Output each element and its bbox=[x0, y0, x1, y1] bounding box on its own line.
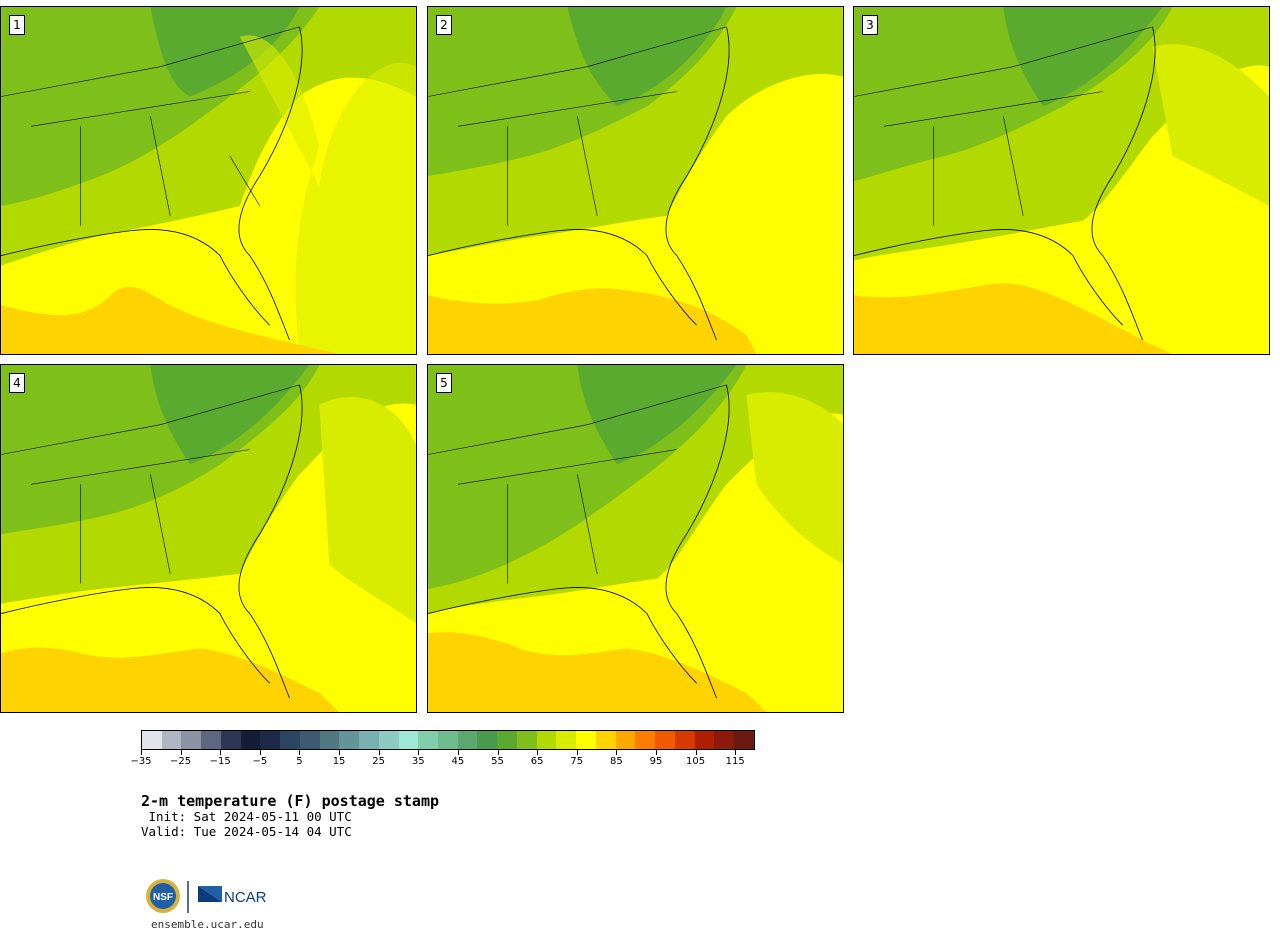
colorbar-swatch bbox=[497, 731, 517, 749]
init-time: Init: Sat 2024-05-11 00 UTC bbox=[141, 809, 352, 824]
nsf-seal-icon: NSF bbox=[146, 879, 180, 913]
colorbar-swatch bbox=[260, 731, 281, 749]
colorbar-tick-label: 45 bbox=[451, 756, 465, 767]
colorbar-tick bbox=[497, 750, 499, 755]
colorbar-tick bbox=[418, 750, 420, 755]
colorbar-swatch bbox=[536, 731, 557, 749]
colorbar-swatch bbox=[319, 731, 340, 749]
colorbar-tick-label: 15 bbox=[332, 756, 346, 767]
colorbar-tick-label: −35 bbox=[130, 756, 152, 767]
panel-number: 5 bbox=[436, 373, 452, 393]
colorbar-tick-label: 65 bbox=[530, 756, 544, 767]
colorbar-swatch bbox=[339, 731, 360, 749]
colorbar-tick bbox=[655, 750, 657, 755]
colorbar-tick-label: −15 bbox=[209, 756, 231, 767]
ncar-logo-icon: NCAR bbox=[198, 886, 267, 906]
colorbar-swatch bbox=[142, 731, 162, 749]
colorbar-tick-label: 75 bbox=[570, 756, 584, 767]
colorbar-swatch bbox=[299, 731, 320, 749]
colorbar-swatch bbox=[477, 731, 498, 749]
colorbar-swatch bbox=[398, 731, 419, 749]
colorbar-swatch bbox=[655, 731, 675, 749]
colorbar-swatch bbox=[161, 731, 182, 749]
nsf-text: NSF bbox=[153, 892, 173, 903]
colorbar-swatch bbox=[201, 731, 221, 749]
map-panel-3: 3 bbox=[853, 6, 1270, 355]
map-panel-1: 1 bbox=[0, 6, 417, 355]
colorbar-tick bbox=[457, 750, 459, 755]
panel-number: 4 bbox=[9, 373, 25, 393]
temperature-map-4 bbox=[1, 365, 416, 712]
colorbar-tick-label: 115 bbox=[725, 756, 745, 767]
colorbar-tick-label: 55 bbox=[491, 756, 504, 767]
colorbar-swatch bbox=[674, 731, 695, 749]
colorbar-swatch bbox=[418, 731, 439, 749]
colorbar-tick bbox=[220, 750, 222, 755]
colorbar-tick bbox=[378, 750, 380, 755]
colorbar-tick-label: 105 bbox=[686, 756, 706, 767]
site-url: ensemble.ucar.edu bbox=[151, 918, 264, 931]
colorbar-tick bbox=[695, 750, 697, 755]
colorbar-swatch bbox=[556, 731, 577, 749]
colorbar-tick-label: 35 bbox=[411, 756, 425, 767]
plot-title: 2-m temperature (F) postage stamp bbox=[141, 792, 440, 810]
colorbar-swatch bbox=[694, 731, 715, 749]
colorbar-swatch bbox=[576, 731, 596, 749]
colorbar-swatch bbox=[635, 731, 656, 749]
colorbar-swatch bbox=[438, 731, 458, 749]
colorbar-tick bbox=[735, 750, 737, 755]
colorbar-tick-label: 5 bbox=[296, 756, 303, 767]
colorbar-tick bbox=[299, 750, 301, 755]
colorbar-tick bbox=[180, 750, 182, 755]
colorbar-tick-label: −25 bbox=[170, 756, 192, 767]
colorbar-tick-label: 25 bbox=[372, 756, 386, 767]
map-panel-5: 5 bbox=[427, 364, 844, 713]
temperature-map-1 bbox=[1, 7, 416, 354]
colorbar-swatch bbox=[595, 731, 616, 749]
valid-time: Valid: Tue 2024-05-14 04 UTC bbox=[141, 824, 352, 839]
colorbar-swatch bbox=[280, 731, 300, 749]
colorbar-tick-label: −5 bbox=[252, 756, 268, 767]
temperature-map-3 bbox=[854, 7, 1269, 354]
colorbar-swatch bbox=[240, 731, 261, 749]
colorbar-swatch bbox=[615, 731, 636, 749]
colorbar-ticks: −35 −25 −15 −5 5 15 25 35 45 55 65 75 85 95 105 115 bbox=[130, 750, 755, 774]
colorbar-swatch bbox=[457, 731, 478, 749]
panel-number: 2 bbox=[436, 15, 452, 35]
colorbar-tick bbox=[537, 750, 539, 755]
colorbar-tick-label: 95 bbox=[649, 756, 663, 767]
map-panel-2: 2 bbox=[427, 6, 844, 355]
panel-number: 1 bbox=[9, 15, 25, 35]
colorbar-swatch bbox=[220, 731, 241, 749]
map-panel-4: 4 bbox=[0, 364, 417, 713]
colorbar-swatch bbox=[714, 731, 735, 749]
colorbar-swatch bbox=[378, 731, 399, 749]
colorbar-tick bbox=[576, 750, 578, 755]
colorbar-swatch bbox=[516, 731, 537, 749]
colorbar-swatch bbox=[734, 731, 754, 749]
colorbar bbox=[141, 730, 755, 750]
colorbar-tick bbox=[259, 750, 261, 755]
colorbar-swatch bbox=[359, 731, 379, 749]
colorbar-tick bbox=[141, 750, 142, 755]
temperature-map-5 bbox=[428, 365, 843, 712]
colorbar-tick bbox=[616, 750, 618, 755]
colorbar-tick-label: 85 bbox=[609, 756, 623, 767]
colorbar-tick bbox=[339, 750, 341, 755]
temperature-map-2 bbox=[428, 7, 843, 354]
ncar-text: NCAR bbox=[224, 889, 267, 906]
panel-number: 3 bbox=[862, 15, 878, 35]
nsf-ncar-logo: NSF NCAR bbox=[144, 878, 274, 916]
colorbar-swatch bbox=[181, 731, 202, 749]
